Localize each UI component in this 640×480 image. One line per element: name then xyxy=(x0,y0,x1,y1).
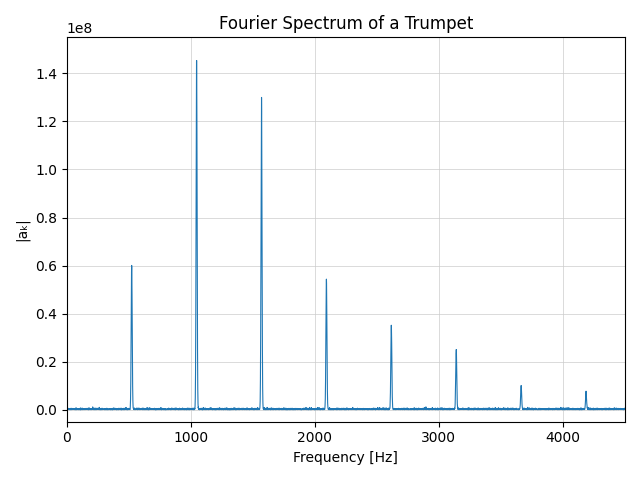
Y-axis label: |aₖ|: |aₖ| xyxy=(15,217,29,241)
X-axis label: Frequency [Hz]: Frequency [Hz] xyxy=(294,451,398,465)
Title: Fourier Spectrum of a Trumpet: Fourier Spectrum of a Trumpet xyxy=(219,15,473,33)
